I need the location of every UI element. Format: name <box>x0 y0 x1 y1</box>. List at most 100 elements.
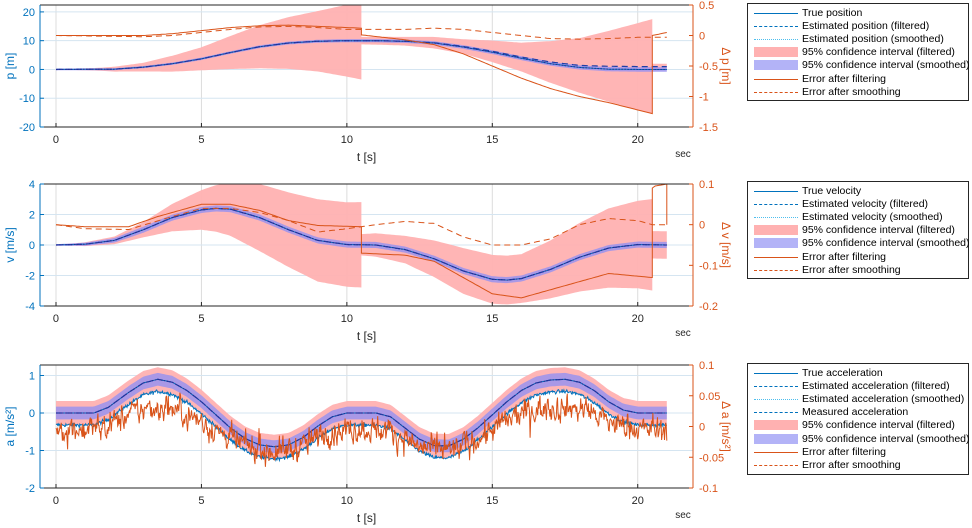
legend-item: Error after smoothing <box>748 263 968 276</box>
y-left-axis-label: a [m/s²] <box>3 406 17 446</box>
y-left-tick-label: -4 <box>25 301 35 313</box>
x-tick-label: 0 <box>53 313 59 325</box>
legend-item: Estimated position (smoothed) <box>748 32 968 45</box>
legend-acceleration: True acceleration Estimated acceleration … <box>747 363 970 475</box>
x-tick-label: 15 <box>486 313 498 325</box>
legend-item: 95% confidence interval (filtered) <box>748 224 968 237</box>
legend-label: Estimated velocity (smoothed) <box>802 210 943 223</box>
y-left-tick-label: -2 <box>25 271 35 283</box>
legend-label: Error after smoothing <box>802 458 901 471</box>
y-right-tick-label: -0.1 <box>699 483 718 495</box>
legend-item: Error after smoothing <box>748 85 968 98</box>
legend-swatch <box>754 269 798 271</box>
legend-item: 95% confidence interval (smoothed) <box>748 237 970 250</box>
y-right-tick-label: -0.05 <box>699 452 724 464</box>
y-right-tick-label: -0.2 <box>699 301 718 313</box>
x-axis-label: t [s] <box>357 511 376 525</box>
x-tick-label: 20 <box>632 313 644 325</box>
x-tick-label: 20 <box>632 134 644 146</box>
y-right-tick-label: -0.1 <box>699 260 718 272</box>
y-left-axis-label: v [m/s] <box>3 227 17 262</box>
legend-swatch <box>754 420 798 431</box>
estimated-smoothed-line <box>55 207 667 281</box>
subplot-acceleration: 0 5 10 15 20 -2 -1 0 1 -0.1 -0.05 0 0.05 0.1 t [s] sec a… <box>3 360 733 525</box>
subplot-position: 0 5 10 15 20 -20 -10 0 10 20 -1.5 -1 -0.5 0 0.5 t [s] se… <box>3 0 733 164</box>
legend-item: True velocity <box>748 184 968 197</box>
y-right-tick-label: 0 <box>699 31 705 43</box>
y-right-tick-label: 0.5 <box>699 0 714 12</box>
plot-area <box>55 5 667 115</box>
legend-swatch <box>754 433 798 444</box>
legend-swatch <box>754 78 798 80</box>
legend-label: Error after smoothing <box>802 263 901 276</box>
legend-swatch <box>754 60 798 71</box>
x-tick-label: 5 <box>198 313 204 325</box>
legend-item: Error after filtering <box>748 250 968 263</box>
y-left-tick-label: -2 <box>25 483 35 495</box>
legend-label: True acceleration <box>802 366 883 379</box>
legend-label: True position <box>802 6 863 19</box>
legend-label: Estimated position (smoothed) <box>802 32 944 45</box>
error-filtered-line <box>55 392 668 467</box>
legend-item: Estimated velocity (filtered) <box>748 197 968 210</box>
y-right-tick-label: -1.5 <box>699 122 718 134</box>
legend-label: Error after filtering <box>802 72 887 85</box>
y-left-axis-label: p [m] <box>3 53 17 80</box>
legend-item: True acceleration <box>748 366 968 379</box>
legend-swatch <box>754 464 798 466</box>
y-left-tick-label: -10 <box>19 93 35 105</box>
estimated-filtered-line <box>55 40 667 71</box>
y-right-tick-label: 0 <box>699 220 705 232</box>
estimated-smoothed-line <box>55 40 667 70</box>
plot-area <box>55 367 668 467</box>
estimated-smoothed-line <box>56 378 667 448</box>
legend-swatch <box>754 398 798 400</box>
x-unit-label: sec <box>675 328 691 339</box>
y-right-tick-label: 0.1 <box>699 360 714 372</box>
y-left-tick-label: 0 <box>29 240 35 252</box>
legend-label: Estimated velocity (filtered) <box>802 197 929 210</box>
legend-label: 95% confidence interval (filtered) <box>802 224 955 237</box>
legend-item: Error after smoothing <box>748 458 968 471</box>
legend-swatch <box>754 412 798 414</box>
y-left-tick-label: -1 <box>25 446 35 458</box>
legend-item: Estimated acceleration (filtered) <box>748 379 968 392</box>
legend-item: 95% confidence interval (filtered) <box>748 419 968 432</box>
x-axis-label: t [s] <box>357 329 376 343</box>
y-right-tick-label: 0 <box>699 422 705 434</box>
legend-item: 95% confidence interval (smoothed) <box>748 59 970 72</box>
error-smoothed-line <box>56 25 667 40</box>
legend-label: 95% confidence interval (smoothed) <box>802 59 970 72</box>
legend-swatch <box>754 38 798 40</box>
x-tick-label: 0 <box>53 495 59 507</box>
y-left-tick-label: 10 <box>23 36 35 48</box>
plot-area <box>55 184 668 305</box>
legend-swatch <box>754 12 798 14</box>
x-tick-label: 15 <box>486 134 498 146</box>
x-tick-label: 20 <box>632 495 644 507</box>
x-tick-label: 0 <box>53 134 59 146</box>
error-filtered-line <box>55 184 668 299</box>
legend-label: 95% confidence interval (smoothed) <box>802 237 970 250</box>
y-right-axis-label: Δ a [m/s²] <box>719 401 733 452</box>
legend-item: 95% confidence interval (smoothed) <box>748 432 970 445</box>
y-right-tick-label: 0.05 <box>699 391 720 403</box>
legend-item: Error after filtering <box>748 445 968 458</box>
legend-swatch <box>754 91 798 93</box>
error-smoothed-line <box>55 207 667 246</box>
legend-label: True velocity <box>802 184 862 197</box>
y-left-tick-label: 20 <box>23 7 35 19</box>
legend-label: 95% confidence interval (filtered) <box>802 419 955 432</box>
x-tick-label: 10 <box>341 134 353 146</box>
legend-label: Estimated acceleration (smoothed) <box>802 392 965 405</box>
y-right-tick-label: -0.5 <box>699 61 718 73</box>
x-tick-label: 5 <box>198 134 204 146</box>
legend-swatch <box>754 203 798 205</box>
x-tick-label: 15 <box>486 495 498 507</box>
legend-swatch <box>754 256 798 258</box>
legend-label: Estimated position (filtered) <box>802 19 930 32</box>
y-right-axis-label: Δ p [m] <box>719 47 733 84</box>
legend-label: Estimated acceleration (filtered) <box>802 379 950 392</box>
y-left-tick-label: 4 <box>29 179 35 191</box>
